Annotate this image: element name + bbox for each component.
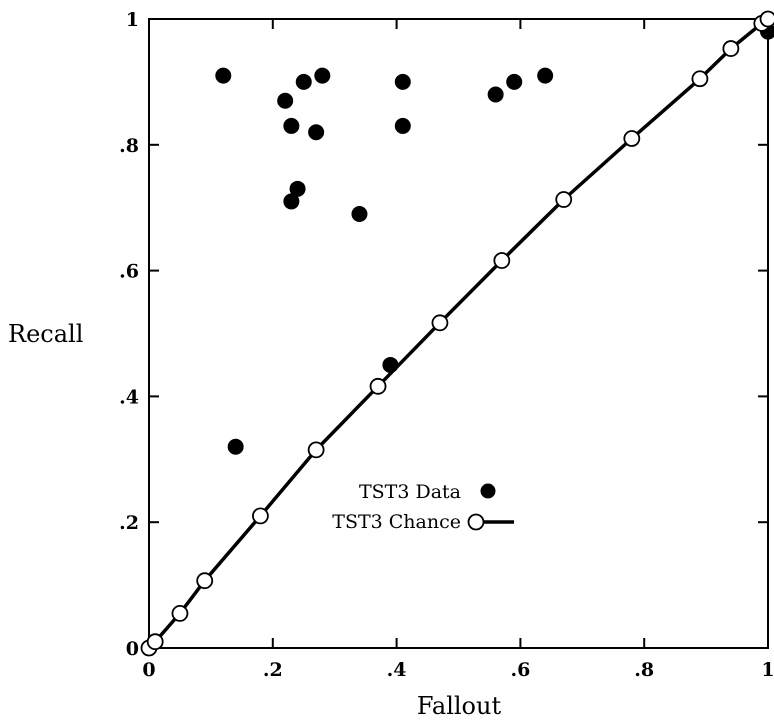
marks-group [140, 10, 774, 657]
y-tick-label: 1 [126, 9, 139, 31]
data-point [351, 205, 368, 222]
chance-point [493, 252, 511, 269]
data-point [215, 67, 232, 84]
chance-point [171, 605, 189, 622]
data-point [314, 67, 331, 84]
chance-point [623, 130, 641, 147]
legend: TST3 Data TST3 Chance [332, 481, 514, 533]
x-tick-label: .8 [634, 659, 654, 681]
y-axis-title: Recall [8, 320, 83, 348]
y-tick-label: .2 [119, 512, 139, 534]
data-point [277, 92, 294, 109]
chance-point [196, 572, 214, 590]
y-tick-label: .8 [119, 135, 139, 157]
x-tick-label: 0 [142, 659, 155, 681]
data-point [394, 117, 411, 134]
data-point [283, 117, 300, 134]
chance-point [431, 314, 449, 332]
data-point [506, 73, 523, 90]
x-axis-title: Fallout [417, 692, 502, 720]
y-tick-label: .6 [119, 261, 139, 283]
x-tick-label: .2 [263, 659, 283, 681]
data-point [382, 356, 399, 373]
data-point [537, 67, 554, 84]
data-point [308, 124, 325, 141]
data-point [289, 180, 306, 197]
legend-marker-data [480, 483, 496, 499]
legend-label-chance: TST3 Chance [332, 511, 461, 533]
data-point [227, 438, 244, 455]
chance-point [369, 377, 387, 395]
x-tick-label: 1 [761, 659, 774, 681]
y-tick-label: 0 [126, 638, 139, 660]
y-tick-label: .4 [119, 386, 139, 408]
data-point [487, 86, 504, 103]
legend-label-data: TST3 Data [359, 481, 461, 503]
x-tick-label: .4 [387, 659, 407, 681]
chance-point [691, 70, 709, 88]
chance-point [146, 633, 164, 651]
chance-point [252, 507, 269, 525]
data-point [394, 73, 411, 90]
chance-line [147, 17, 770, 650]
chance-point [722, 40, 740, 57]
chance-point [759, 10, 774, 28]
chance-point [307, 441, 325, 459]
legend-marker-chance [467, 513, 485, 531]
plot-frame-group [148, 18, 769, 649]
plot-frame [148, 18, 769, 649]
data-point [283, 193, 300, 210]
x-tick-label: .6 [510, 659, 530, 681]
data-point [295, 73, 312, 90]
ticks-group: 0 .2 .4 .6 .8 1 0 .2 .4 .6 .8 1 [119, 9, 774, 681]
chance-point [555, 191, 573, 208]
